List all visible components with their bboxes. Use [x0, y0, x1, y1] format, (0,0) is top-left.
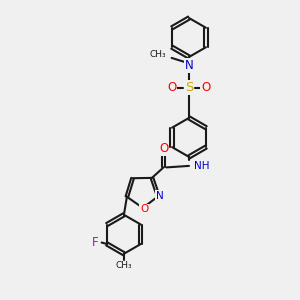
Text: N: N — [184, 59, 194, 72]
Text: CH₃: CH₃ — [116, 261, 132, 270]
Text: O: O — [201, 81, 210, 94]
Text: O: O — [159, 142, 168, 155]
Text: F: F — [92, 236, 99, 249]
Text: O: O — [167, 81, 176, 94]
Text: S: S — [185, 81, 193, 94]
Text: CH₃: CH₃ — [150, 50, 166, 59]
Text: N: N — [156, 191, 164, 201]
Text: O: O — [140, 204, 148, 214]
Text: NH: NH — [194, 161, 210, 171]
